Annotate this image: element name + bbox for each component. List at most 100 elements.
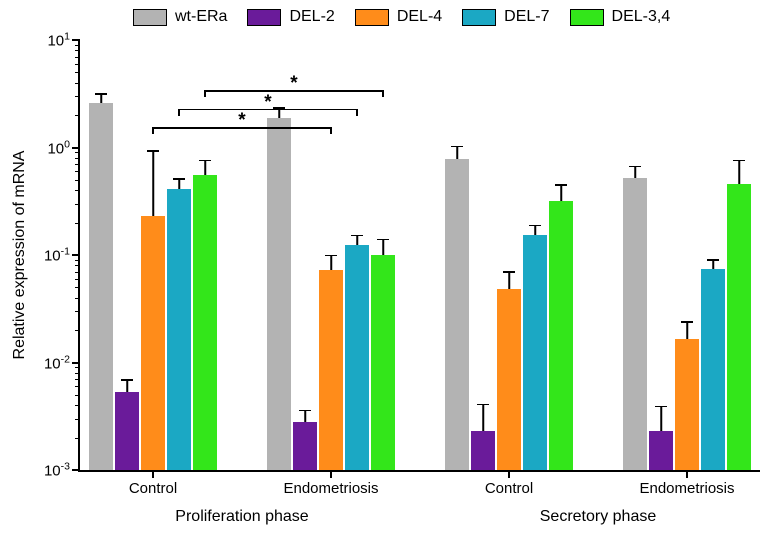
error-cap xyxy=(377,239,389,241)
sig-drop xyxy=(178,109,180,116)
error-cap xyxy=(95,93,107,95)
bar-wtERa xyxy=(445,159,469,470)
yminor-tick xyxy=(75,386,80,387)
chart-root: 10-310-210-1100101ControlEndometriosisCo… xyxy=(0,0,773,554)
legend-item: DEL-3,4 xyxy=(570,8,671,26)
error-bar xyxy=(560,185,562,201)
error-cap xyxy=(299,410,311,412)
error-bar xyxy=(304,410,306,422)
legend-item: DEL-7 xyxy=(462,8,549,26)
legend-item: wt-ERa xyxy=(133,8,227,26)
bar-wtERa xyxy=(623,178,647,470)
error-bar xyxy=(508,272,510,290)
bar-DEL34 xyxy=(549,201,573,470)
bar-DEL7 xyxy=(701,269,725,470)
yminor-tick xyxy=(75,395,80,396)
sig-marker: * xyxy=(290,73,297,95)
bar-DEL4 xyxy=(497,289,521,470)
bar-wtERa xyxy=(89,103,113,470)
sig-marker: * xyxy=(264,92,271,114)
error-bar xyxy=(356,235,358,244)
ytick-label: 10-1 xyxy=(44,246,80,265)
bar-DEL4 xyxy=(675,339,699,470)
yminor-tick xyxy=(75,265,80,266)
ytick-exp: -3 xyxy=(61,461,70,473)
sig-marker: * xyxy=(238,110,245,132)
xtick-label: Endometriosis xyxy=(283,470,378,497)
error-cap xyxy=(121,379,133,381)
ytick-base: 10 xyxy=(44,463,61,480)
yminor-tick xyxy=(75,50,80,51)
error-cap xyxy=(147,150,159,152)
bar-DEL7 xyxy=(523,235,547,470)
legend-swatch xyxy=(570,9,604,26)
legend-swatch xyxy=(247,9,281,26)
legend-label: wt-ERa xyxy=(175,8,227,26)
yminor-tick xyxy=(75,373,80,374)
ytick-label: 10-2 xyxy=(44,353,80,372)
ytick-exp: 0 xyxy=(64,138,70,150)
yminor-tick xyxy=(75,57,80,58)
legend-item: DEL-4 xyxy=(355,8,442,26)
legend-item: DEL-2 xyxy=(247,8,334,26)
yminor-tick xyxy=(75,171,80,172)
bar-wtERa xyxy=(267,118,291,470)
yminor-tick xyxy=(75,287,80,288)
legend-label: DEL-4 xyxy=(397,8,442,26)
error-bar xyxy=(634,166,636,178)
ytick-label: 10-3 xyxy=(44,461,80,480)
yminor-tick xyxy=(75,279,80,280)
xtick-label: Endometriosis xyxy=(639,470,734,497)
bar-DEL4 xyxy=(141,216,165,470)
legend-swatch xyxy=(462,9,496,26)
yminor-tick xyxy=(75,419,80,420)
error-bar xyxy=(712,260,714,269)
yminor-tick xyxy=(75,311,80,312)
yminor-tick xyxy=(75,367,80,368)
xtick-label: Control xyxy=(129,470,177,497)
error-bar xyxy=(738,160,740,183)
error-cap xyxy=(325,255,337,257)
legend-swatch xyxy=(133,9,167,26)
yminor-tick xyxy=(75,96,80,97)
phase-label: Secretory phase xyxy=(540,508,657,526)
bar-DEL2 xyxy=(293,422,317,470)
error-bar xyxy=(178,179,180,189)
yminor-tick xyxy=(75,405,80,406)
yminor-tick xyxy=(75,164,80,165)
error-bar xyxy=(482,404,484,431)
error-cap xyxy=(173,178,185,180)
legend-swatch xyxy=(355,9,389,26)
legend: wt-ERa DEL-2 DEL-4 DEL-7 DEL-3,4 xyxy=(133,8,670,26)
error-cap xyxy=(451,146,463,148)
error-cap xyxy=(629,166,641,168)
error-cap xyxy=(733,160,745,162)
yminor-tick xyxy=(75,115,80,116)
bar-DEL34 xyxy=(371,255,395,470)
yminor-tick xyxy=(75,223,80,224)
error-bar xyxy=(126,380,128,392)
yminor-tick xyxy=(75,330,80,331)
phase-label: Proliferation phase xyxy=(175,508,308,526)
error-bar xyxy=(330,255,332,270)
bar-DEL2 xyxy=(115,392,139,470)
yminor-tick xyxy=(75,438,80,439)
bar-DEL2 xyxy=(471,431,495,470)
bar-DEL2 xyxy=(649,431,673,470)
yminor-tick xyxy=(75,180,80,181)
plot-area: 10-310-210-1100101ControlEndometriosisCo… xyxy=(78,40,760,472)
bar-DEL7 xyxy=(167,189,191,470)
ytick-label: 101 xyxy=(47,31,80,50)
error-bar xyxy=(382,239,384,255)
yminor-tick xyxy=(75,152,80,153)
yminor-tick xyxy=(75,272,80,273)
error-bar xyxy=(100,94,102,103)
ytick-base: 10 xyxy=(47,140,64,157)
yminor-tick xyxy=(75,45,80,46)
error-cap xyxy=(529,225,541,227)
ytick-exp: -2 xyxy=(61,353,70,365)
yminor-tick xyxy=(75,260,80,261)
sig-drop xyxy=(382,90,384,97)
ytick-base: 10 xyxy=(44,355,61,372)
yminor-tick xyxy=(75,64,80,65)
